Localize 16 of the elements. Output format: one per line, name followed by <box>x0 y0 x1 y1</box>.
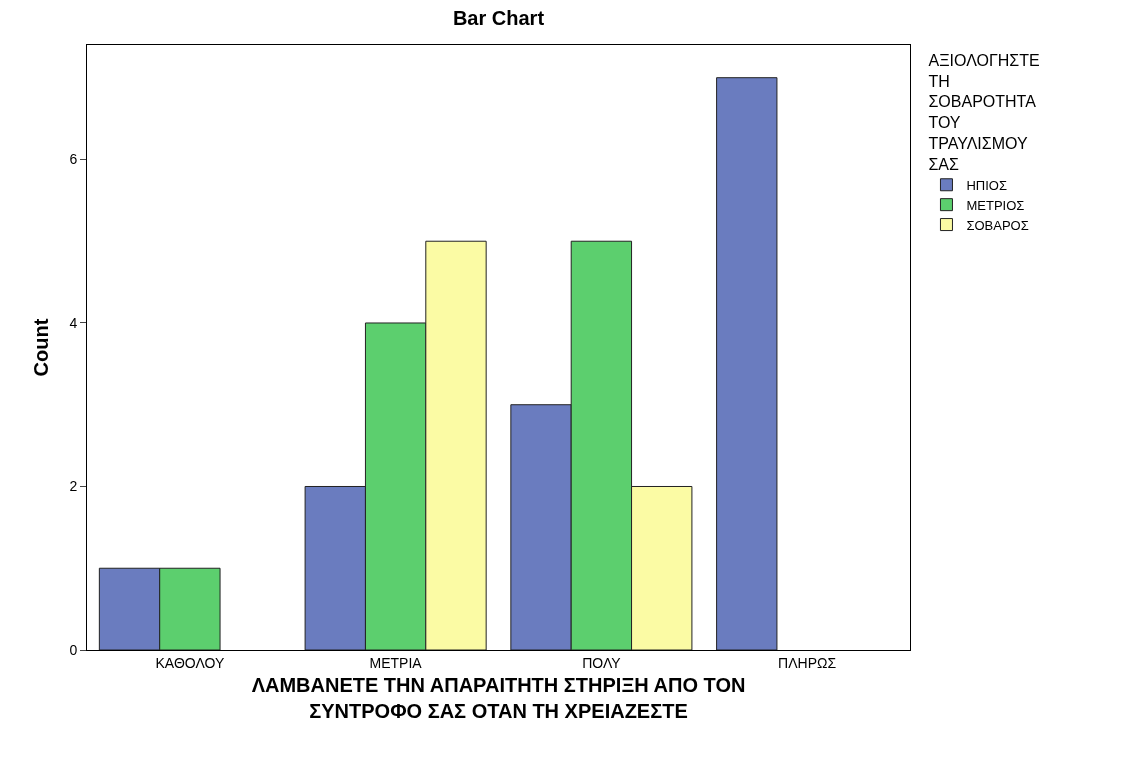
y-tick-label: 0 <box>69 641 78 658</box>
legend-label: ΣΟΒΑΡΟΣ <box>966 217 1029 233</box>
chart-title: Bar Chart <box>452 7 545 30</box>
y-tick-label: 2 <box>69 478 78 495</box>
legend-label: ΗΠΙΟΣ <box>966 177 1008 193</box>
x-tick-label: ΠΛΗΡΩΣ <box>778 654 837 671</box>
y-tick-label: 4 <box>69 314 78 331</box>
x-axis-title: ΛΑΜΒΑΝΕΤΕ ΤΗΝ ΑΠΑΡΑΙΤΗΤΗ ΣΤΗΡΙΞΗ ΑΠΟ ΤΟΝ ΣΥΝΤΡΟΦΟ ΣΑΣ ΟΤΑΝ ΤΗ ΧΡΕΙΑΖΕΣΤΕ <box>251 674 746 723</box>
y-axis-title: Count <box>29 318 52 377</box>
x-tick-label: ΚΑΘΟΛΟΥ <box>155 654 225 671</box>
x-tick-label: ΜΕΤΡΙΑ <box>369 654 423 671</box>
y-tick-label: 6 <box>69 151 78 168</box>
x-tick-label: ΠΟΛΥ <box>582 654 622 671</box>
legend-label: ΜΕΤΡΙΟΣ <box>966 197 1025 213</box>
legend-title: ΑΞΙΟΛΟΓΗΣΤΕ ΤΗ ΣΟΒΑΡΟΤΗΤΑ ΤΟΥ ΤΡΑΥΛΙΣΜΟΥ ΣΑΣ <box>928 51 1040 173</box>
bar <box>716 77 778 650</box>
